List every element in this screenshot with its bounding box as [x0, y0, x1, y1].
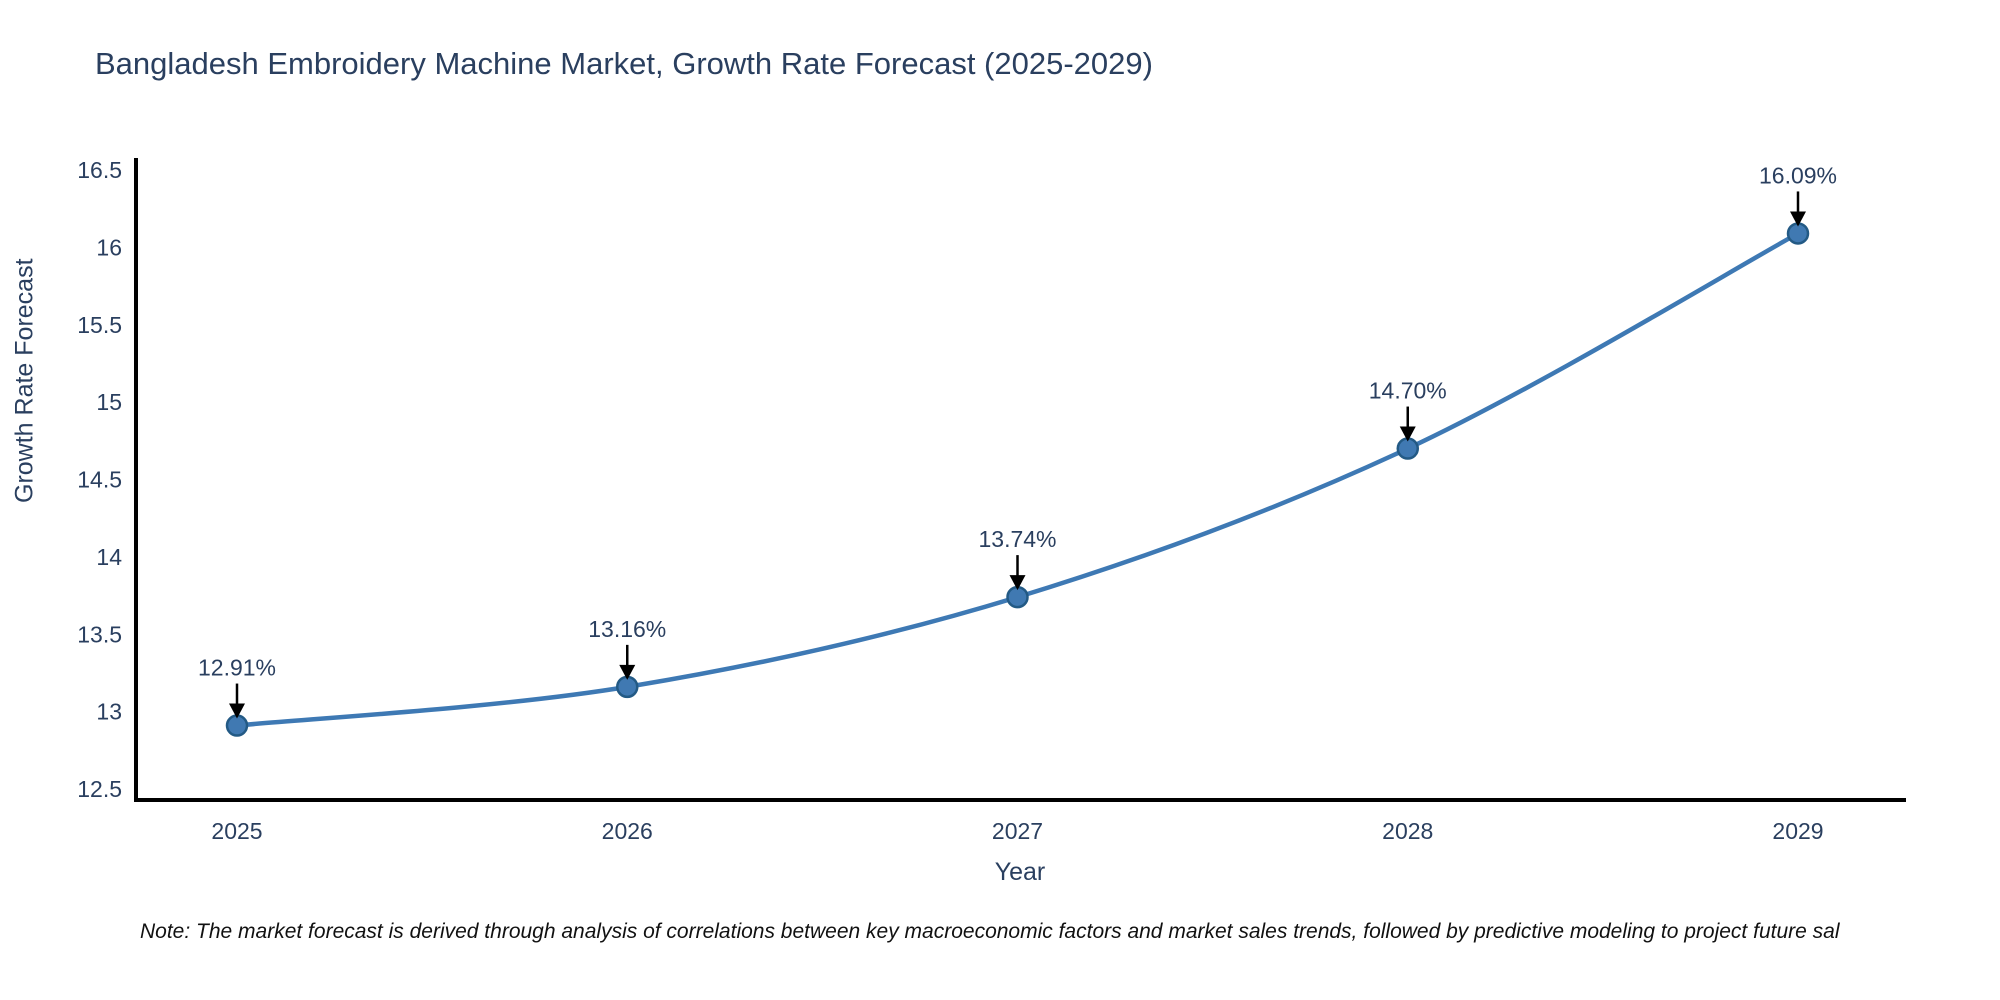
x-tick-label: 2025: [211, 818, 262, 844]
point-annotation-label: 13.16%: [588, 616, 666, 642]
y-tick-label: 14.5: [77, 467, 122, 493]
y-tick-label: 13: [96, 699, 122, 725]
y-tick-label: 14: [96, 544, 122, 570]
x-tick-label: 2029: [1772, 818, 1823, 844]
y-tick-label: 15.5: [77, 312, 122, 338]
annotation-arrow-head: [1790, 211, 1806, 227]
y-tick-label: 13.5: [77, 621, 122, 647]
y-tick-label: 16: [96, 234, 122, 260]
x-tick-label: 2028: [1382, 818, 1433, 844]
annotation-arrow-head: [1399, 426, 1416, 442]
y-tick-label: 16.5: [77, 157, 122, 183]
annotation-arrow-head: [619, 664, 636, 680]
annotation-arrow-head: [1009, 575, 1026, 591]
x-axis-title: Year: [994, 858, 1046, 886]
point-annotation-label: 16.09%: [1759, 162, 1837, 188]
footnote-text: Note: The market forecast is derived thr…: [140, 920, 1840, 943]
x-tick-label: 2026: [602, 818, 653, 844]
y-tick-label: 15: [96, 389, 122, 415]
chart-title: Bangladesh Embroidery Machine Market, Gr…: [95, 46, 1153, 81]
forecast-line: [234, 231, 1801, 728]
point-annotation-label: 13.74%: [978, 526, 1056, 552]
point-annotation-label: 14.70%: [1369, 378, 1447, 404]
annotation-arrow-head: [229, 703, 245, 719]
y-tick-label: 12.5: [77, 776, 122, 802]
x-tick-label: 2027: [992, 818, 1043, 844]
point-annotation-label: 12.91%: [198, 655, 276, 681]
